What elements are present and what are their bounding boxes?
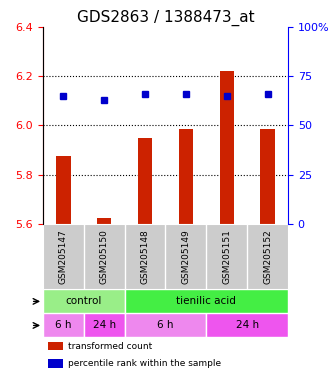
- FancyBboxPatch shape: [206, 313, 288, 338]
- Text: 24 h: 24 h: [93, 321, 116, 331]
- Text: GSM205150: GSM205150: [100, 229, 109, 284]
- Text: 24 h: 24 h: [236, 321, 259, 331]
- Title: GDS2863 / 1388473_at: GDS2863 / 1388473_at: [77, 9, 254, 25]
- Text: transformed count: transformed count: [68, 342, 152, 351]
- Bar: [48, 342, 63, 351]
- Text: GSM205152: GSM205152: [263, 229, 272, 284]
- FancyBboxPatch shape: [125, 313, 206, 338]
- Bar: [97, 218, 112, 224]
- Text: 6 h: 6 h: [55, 321, 72, 331]
- Text: 6 h: 6 h: [157, 321, 174, 331]
- Text: GSM205151: GSM205151: [222, 229, 231, 284]
- Text: tienilic acid: tienilic acid: [176, 296, 236, 306]
- Text: GSM205148: GSM205148: [141, 229, 150, 284]
- FancyBboxPatch shape: [43, 290, 125, 313]
- Text: percentile rank within the sample: percentile rank within the sample: [68, 359, 221, 368]
- Text: GSM205149: GSM205149: [181, 229, 190, 284]
- Bar: [48, 359, 63, 368]
- Bar: [260, 129, 275, 224]
- Bar: [56, 156, 71, 224]
- FancyBboxPatch shape: [125, 290, 288, 313]
- Text: GSM205147: GSM205147: [59, 229, 68, 284]
- Bar: [138, 137, 152, 224]
- Bar: [179, 129, 193, 224]
- Bar: [219, 71, 234, 224]
- FancyBboxPatch shape: [84, 313, 125, 338]
- Text: control: control: [66, 296, 102, 306]
- FancyBboxPatch shape: [43, 313, 84, 338]
